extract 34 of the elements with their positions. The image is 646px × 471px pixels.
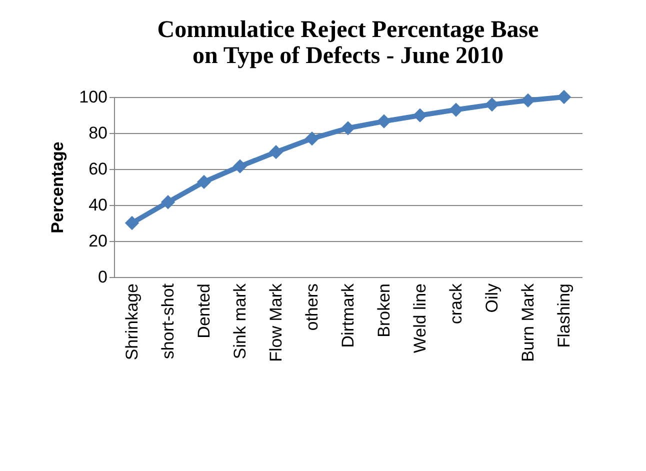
y-tick-label: 100 bbox=[79, 88, 108, 106]
x-tick-label: Burn Mark bbox=[518, 283, 538, 362]
x-tick-label: Flow Mark bbox=[266, 283, 286, 362]
x-tick-label: Dented bbox=[194, 284, 214, 338]
point bbox=[448, 102, 464, 117]
x-tick-label: Shrinkage bbox=[122, 284, 142, 360]
y-tick-label: 60 bbox=[88, 160, 108, 178]
y-tick-label: 40 bbox=[88, 196, 108, 214]
point bbox=[124, 216, 140, 230]
point bbox=[484, 97, 500, 112]
x-tick-label: Flashing bbox=[554, 284, 574, 348]
x-tick-label: crack bbox=[446, 283, 466, 324]
x-tick-label: Sink mark bbox=[230, 283, 250, 360]
y-tick-label: 20 bbox=[88, 232, 108, 250]
point bbox=[232, 159, 248, 174]
point bbox=[160, 195, 176, 210]
text: Commulatice Reject Percentage Base bbox=[157, 17, 539, 43]
point bbox=[304, 132, 320, 146]
x-tick-label: Dirtmark bbox=[338, 283, 358, 348]
point bbox=[376, 114, 392, 128]
y-tick-label: 80 bbox=[88, 124, 108, 142]
x-tick-label: Weld line bbox=[410, 284, 430, 354]
point bbox=[520, 93, 536, 108]
point bbox=[196, 174, 212, 190]
x-tick-label: Broken bbox=[374, 284, 394, 338]
x-tick-label: Oily bbox=[482, 283, 502, 313]
point bbox=[412, 108, 428, 122]
y-tick-label: 0 bbox=[98, 268, 108, 286]
point bbox=[340, 121, 356, 136]
text: on Type of Defects - June 2010 bbox=[192, 43, 504, 69]
y-axis-title: Percentage bbox=[48, 142, 68, 234]
x-tick-label: others bbox=[302, 284, 322, 331]
point bbox=[268, 145, 284, 160]
x-tick-label: short-shot bbox=[158, 283, 178, 360]
